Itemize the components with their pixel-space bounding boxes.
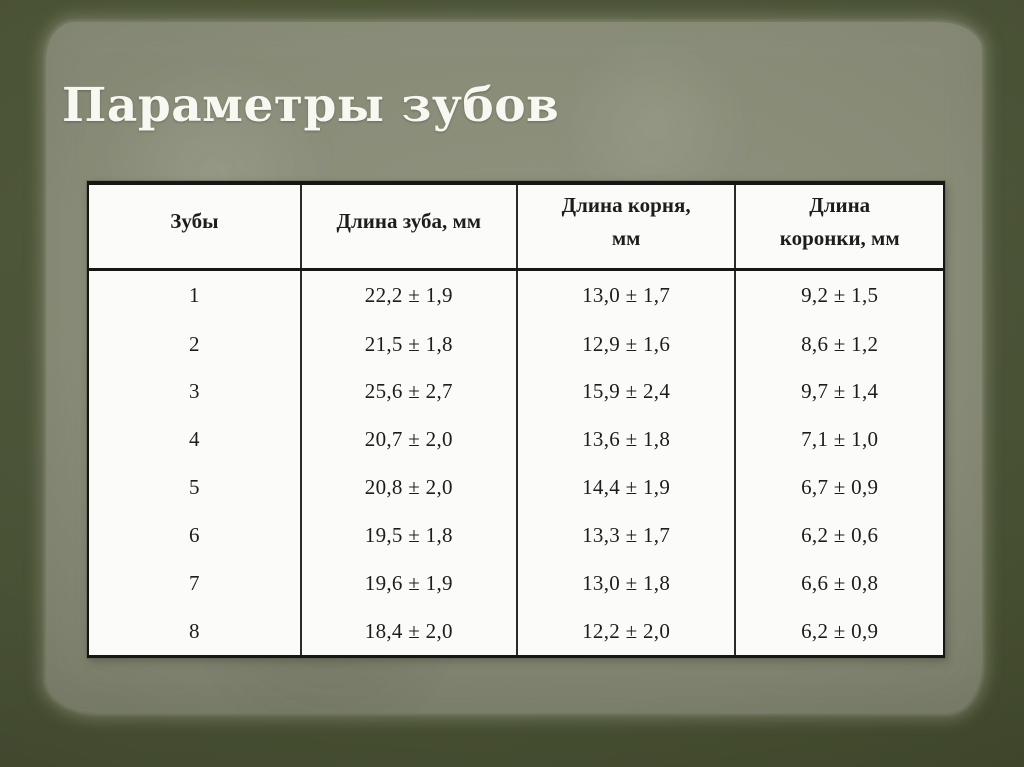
column-header-crown-length: Длина коронки, мм (734, 185, 943, 272)
teeth-parameters-table: Зубы Длина зуба, мм Длина корня, мм Длин… (89, 185, 943, 655)
table-row: 5 20,8 ± 2,0 14,4 ± 1,9 6,7 ± 0,9 (89, 463, 943, 512)
table-row: 6 19,5 ± 1,8 13,3 ± 1,7 6,2 ± 0,6 (89, 511, 943, 560)
cell-tooth-length: 20,7 ± 2,0 (299, 415, 517, 464)
cell-crown-length: 9,2 ± 1,5 (734, 269, 943, 321)
cell-tooth-length: 21,5 ± 1,8 (299, 320, 517, 368)
cell-tooth-number: 6 (188, 522, 200, 547)
cell-tooth-number: 8 (188, 618, 200, 643)
cell-tooth-length: 19,6 ± 1,9 (299, 559, 517, 608)
column-header-root-length: Длина корня, мм (515, 185, 736, 272)
cell-root-length: 14,4 ± 1,9 (515, 463, 736, 512)
cell-root-length: 12,2 ± 2,0 (515, 607, 736, 655)
cell-tooth-number: 5 (188, 474, 200, 499)
column-header-teeth: Зубы (89, 185, 301, 272)
cell-crown-length: 6,6 ± 0,8 (734, 559, 943, 608)
table-row: 1 22,2 ± 1,9 13,0 ± 1,7 9,2 ± 1,5 (89, 269, 943, 321)
table-header: Зубы Длина зуба, мм Длина корня, мм Длин… (89, 185, 943, 272)
cell-tooth-number: 4 (188, 427, 200, 452)
column-header-tooth-length: Длина зуба, мм (299, 185, 517, 272)
cell-crown-length: 8,6 ± 1,2 (734, 320, 943, 368)
table-row: 2 21,5 ± 1,8 12,9 ± 1,6 8,6 ± 1,2 (89, 320, 943, 368)
table-row: 8 18,4 ± 2,0 12,2 ± 2,0 6,2 ± 0,9 (89, 607, 943, 655)
cell-tooth-length: 25,6 ± 2,7 (299, 367, 517, 416)
cell-root-length: 15,9 ± 2,4 (515, 367, 736, 416)
cell-crown-length: 9,7 ± 1,4 (734, 367, 943, 416)
table-body: 1 22,2 ± 1,9 13,0 ± 1,7 9,2 ± 1,5 2 21,5… (89, 269, 943, 655)
cell-root-length: 13,3 ± 1,7 (515, 511, 736, 560)
cell-tooth-number: 2 (188, 331, 200, 356)
table-row: 4 20,7 ± 2,0 13,6 ± 1,8 7,1 ± 1,0 (89, 415, 943, 464)
cell-crown-length: 6,7 ± 0,9 (734, 463, 943, 512)
teeth-parameters-table-container: Зубы Длина зуба, мм Длина корня, мм Длин… (87, 181, 945, 658)
table-row: 7 19,6 ± 1,9 13,0 ± 1,8 6,6 ± 0,8 (89, 559, 943, 608)
cell-tooth-number: 1 (188, 283, 200, 308)
table-header-row: Зубы Длина зуба, мм Длина корня, мм Длин… (89, 185, 943, 272)
cell-tooth-number: 7 (188, 570, 200, 595)
cell-root-length: 12,9 ± 1,6 (515, 320, 736, 368)
table-row: 3 25,6 ± 2,7 15,9 ± 2,4 9,7 ± 1,4 (89, 367, 943, 416)
cell-tooth-length: 18,4 ± 2,0 (299, 607, 517, 655)
cell-tooth-length: 19,5 ± 1,8 (299, 511, 517, 560)
cell-crown-length: 6,2 ± 0,6 (734, 511, 943, 560)
cell-crown-length: 7,1 ± 1,0 (734, 415, 943, 464)
cell-tooth-length: 20,8 ± 2,0 (299, 463, 517, 512)
cell-crown-length: 6,2 ± 0,9 (734, 607, 943, 655)
slide-title: Параметры зубов (62, 78, 560, 133)
cell-root-length: 13,0 ± 1,8 (515, 559, 736, 608)
cell-root-length: 13,6 ± 1,8 (515, 415, 736, 464)
cell-tooth-length: 22,2 ± 1,9 (299, 269, 517, 321)
cell-root-length: 13,0 ± 1,7 (515, 269, 736, 321)
cell-tooth-number: 3 (188, 379, 200, 404)
